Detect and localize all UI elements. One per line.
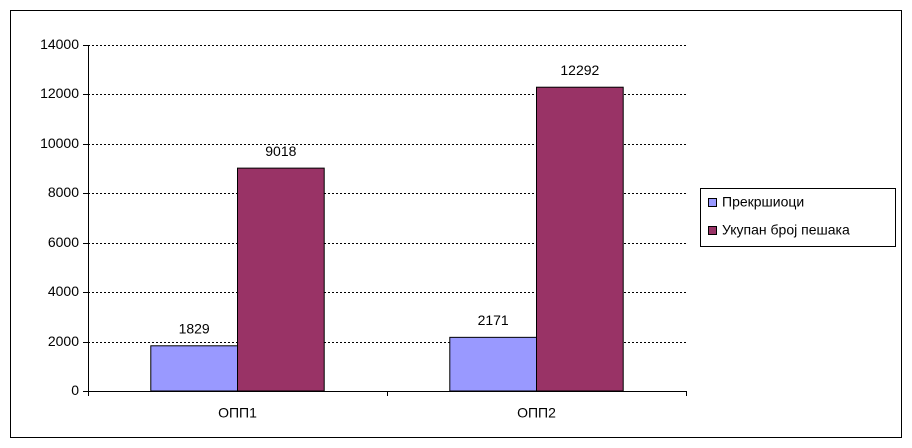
- y-tick-label: 14000: [40, 36, 79, 52]
- data-label: 9018: [265, 143, 296, 159]
- data-label: 2171: [478, 312, 509, 328]
- y-tick-label: 0: [71, 382, 79, 398]
- legend-swatch: [708, 198, 717, 207]
- x-tick-label: ОПП2: [517, 405, 556, 421]
- data-label: 1829: [179, 321, 210, 337]
- y-tick-label: 4000: [48, 283, 79, 299]
- legend-label: Прекршиоци: [722, 194, 804, 210]
- bar: [150, 345, 238, 392]
- bar: [237, 167, 325, 392]
- bar: [449, 336, 538, 392]
- legend-swatch: [708, 226, 717, 235]
- y-tick-label: 10000: [40, 135, 79, 151]
- data-label: 12292: [560, 62, 599, 78]
- y-tick-label: 2000: [48, 333, 79, 349]
- y-tick-label: 12000: [40, 85, 79, 101]
- y-tick-label: 8000: [48, 184, 79, 200]
- x-tick-label: ОПП1: [218, 405, 257, 421]
- y-tick-label: 6000: [48, 234, 79, 250]
- bar: [536, 86, 624, 392]
- legend-box: [700, 188, 896, 247]
- legend: [700, 188, 896, 247]
- legend-label: Укупан број пешака: [722, 222, 850, 238]
